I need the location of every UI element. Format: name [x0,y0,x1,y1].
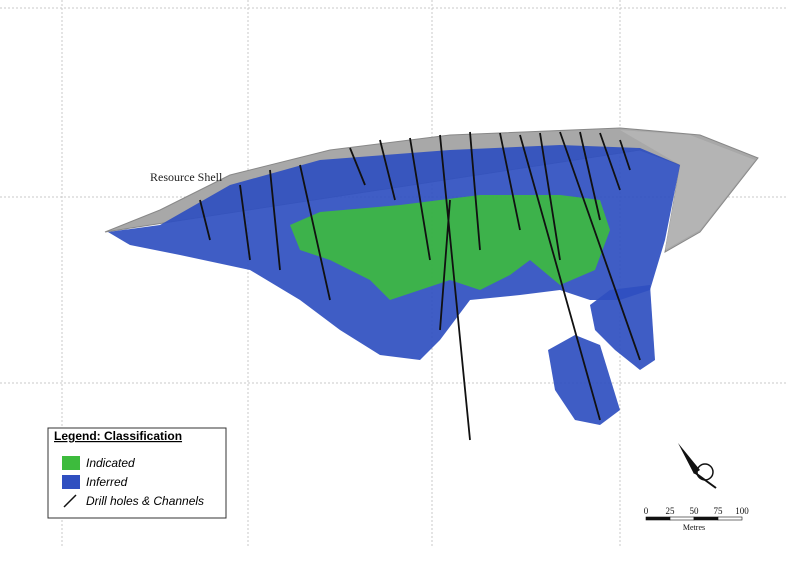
legend-swatch [62,475,80,489]
scale-unit: Metres [683,523,705,532]
scale-segment [693,516,719,521]
legend-swatch [63,494,77,508]
scale-label: 100 [735,506,749,516]
legend-swatch [62,456,80,470]
legend-label: Indicated [86,456,135,470]
scale-segment [717,516,743,521]
legend-title: Legend: Classification [54,429,182,443]
legend-label: Drill holes & Channels [86,494,204,508]
north-arrow [678,443,717,489]
legend-items: Indicated Inferred Drill holes & Channels [62,456,204,508]
model [104,127,759,441]
inferred-zone [548,335,620,425]
scale-label: 75 [714,506,724,516]
legend: Legend: Classification Indicated Inferred… [47,427,227,519]
legend-label: Inferred [86,475,128,489]
scale-label: 50 [690,506,700,516]
arrow-head [678,443,700,474]
scale-bar: 0 25 50 75 100 Metres [644,506,750,532]
scale-label: 0 [644,506,649,516]
annotation: Resource Shell [150,170,223,184]
resource-shell-side [620,130,755,250]
drill-holes [199,131,641,441]
inferred-zone [590,285,655,370]
scale-label: 25 [666,506,676,516]
scale-segment [669,516,695,521]
scale-segment [645,516,671,521]
compass-circle [696,463,714,481]
indicated-zone [290,195,610,300]
legend-box [47,427,227,519]
